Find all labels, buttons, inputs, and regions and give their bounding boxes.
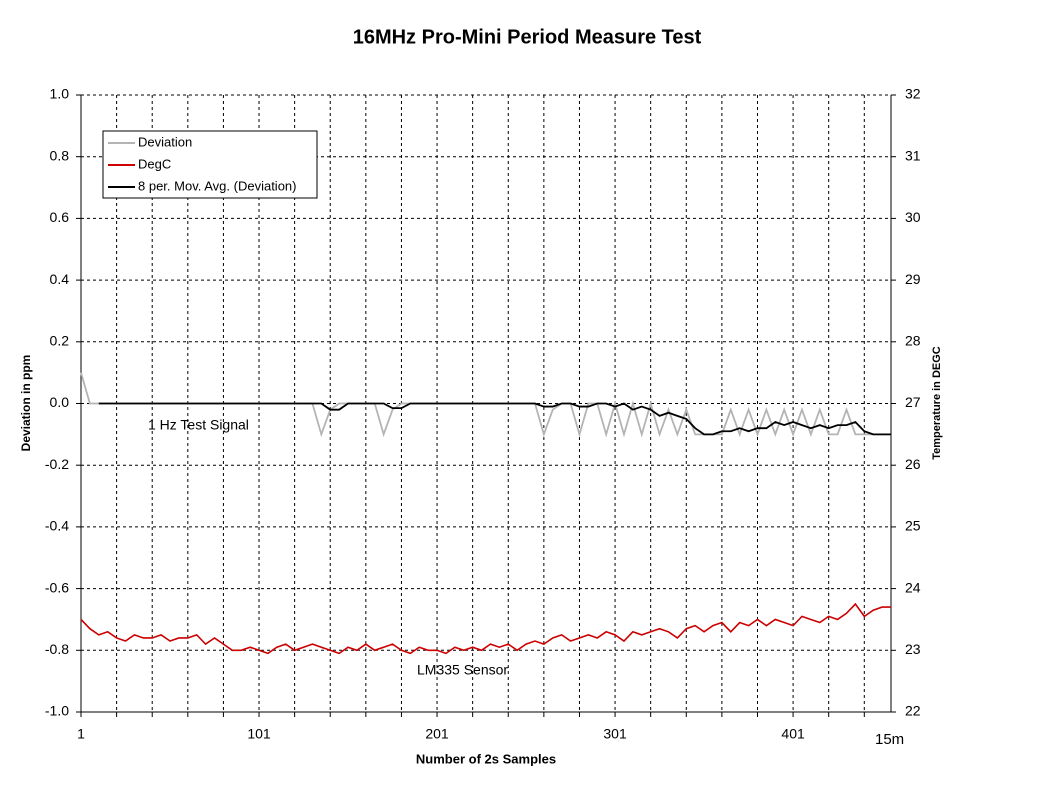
y2-tick-label: 32 — [905, 86, 921, 102]
x-tick-label: 101 — [247, 726, 271, 742]
y2-tick-label: 27 — [905, 394, 921, 410]
y2-tick-label: 26 — [905, 456, 921, 472]
y2-tick-label: 30 — [905, 209, 921, 225]
legend-label: 8 per. Mov. Avg. (Deviation) — [138, 178, 296, 193]
y2-tick-label: 23 — [905, 641, 921, 657]
series-line — [98, 402, 891, 436]
annotation: 15m — [875, 731, 904, 748]
y2-tick-label: 31 — [905, 147, 921, 163]
y-tick-label: 1.0 — [50, 86, 70, 102]
annotation: LM335 Sensor — [417, 662, 508, 678]
y-tick-label: -0.6 — [45, 579, 69, 595]
y-tick-label: 0.8 — [50, 147, 70, 163]
x-axis-label: Number of 2s Samples — [416, 751, 556, 766]
legend: Deviation DegC 8 per. Mov. Avg. (Deviation… — [102, 130, 318, 199]
y2-tick-label: 22 — [905, 703, 921, 719]
y-tick-label: -0.4 — [45, 518, 69, 534]
y2-tick-label: 25 — [905, 518, 921, 534]
y2-tick-label: 29 — [905, 271, 921, 287]
x-tick-label: 401 — [781, 726, 805, 742]
x-tick-label: 301 — [603, 726, 627, 742]
y-tick-label: 0.0 — [50, 394, 70, 410]
y-tick-label: -0.2 — [45, 456, 69, 472]
legend-box — [102, 130, 318, 199]
y2-tick-label: 28 — [905, 333, 921, 349]
legend-label: DegC — [138, 156, 171, 171]
y-tick-label: 0.6 — [50, 209, 70, 225]
y2-tick-label: 24 — [905, 579, 921, 595]
x-tick-label: 1 — [77, 726, 85, 742]
y-tick-label: 0.2 — [50, 333, 70, 349]
y-tick-label: -0.8 — [45, 641, 69, 657]
legend-label: Deviation — [138, 134, 192, 149]
chart-title: 16MHz Pro-Mini Period Measure Test — [353, 26, 702, 48]
x-tick-label: 201 — [425, 726, 449, 742]
y-tick-label: -1.0 — [45, 703, 69, 719]
y2-axis-label: Temperature in DEGC — [931, 346, 943, 460]
y-axis-label: Deviation in ppm — [19, 355, 33, 452]
annotation: 1 Hz Test Signal — [148, 417, 249, 433]
series-line — [80, 602, 891, 655]
y-tick-label: 0.4 — [50, 271, 70, 287]
